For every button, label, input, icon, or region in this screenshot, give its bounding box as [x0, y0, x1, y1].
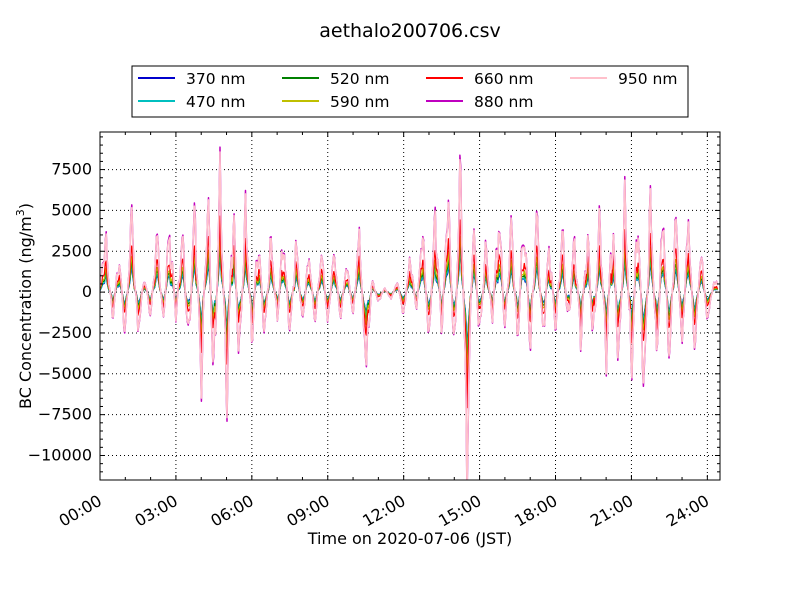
plot-frame: [99, 131, 721, 481]
legend-label: 520 nm: [330, 70, 389, 88]
y-axis-title: BC Concentration (ng/m3): [14, 203, 35, 409]
x-axis-title: Time on 2020-07-06 (JST): [307, 529, 512, 548]
legend-label: 590 nm: [330, 93, 389, 111]
y-tick-label: 2500: [51, 241, 92, 260]
y-tick-label: 5000: [51, 200, 92, 219]
legend: 370 nm 470 nm 520 nm 590 nm 660 nm 880 nm 950 …: [131, 65, 689, 118]
chart-title: aethalo200706.csv: [319, 20, 501, 42]
series-layer: [100, 146, 719, 480]
legend-label: 880 nm: [474, 93, 533, 111]
y-tick-label: −7500: [38, 405, 92, 424]
y-axis-title-main: BC Concentration (ng/m: [16, 216, 35, 409]
y-tick-label: −10000: [28, 445, 92, 464]
plot-background: [100, 132, 720, 480]
y-axis-title-tail: ): [16, 203, 35, 209]
y-tick-label: −2500: [38, 323, 92, 342]
legend-label: 660 nm: [474, 70, 533, 88]
ticks: [99, 132, 720, 480]
legend-label: 470 nm: [186, 93, 245, 111]
y-axis-title-superscript: 3: [14, 209, 27, 216]
legend-label: 370 nm: [186, 70, 245, 88]
y-tick-labels: 7500 5000 2500 0 −2500 −5000 −7500 −10000: [28, 160, 92, 465]
plot-area: [99, 131, 721, 481]
legend-frame: [131, 65, 689, 118]
y-tick-label: 7500: [51, 160, 92, 179]
y-tick-label: −5000: [38, 364, 92, 383]
series-line-950-nm: [100, 151, 719, 480]
y-tick-label: 0: [82, 282, 92, 301]
legend-label: 950 nm: [618, 70, 677, 88]
